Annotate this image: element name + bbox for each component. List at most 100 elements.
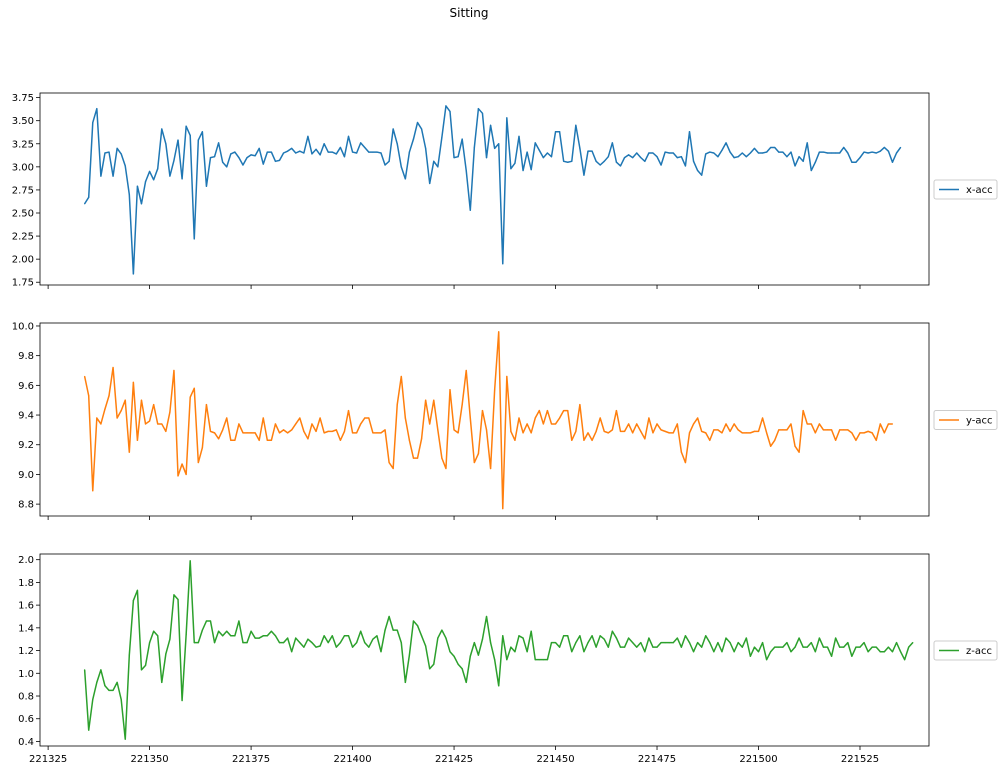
y-tick-label: 8.8 (18, 500, 34, 511)
data-point (425, 399, 427, 401)
data-point (396, 143, 398, 145)
data-point (213, 156, 216, 158)
data-point (737, 156, 739, 158)
data-point (640, 157, 642, 159)
data-point (688, 432, 691, 434)
data-point (514, 162, 516, 164)
data-point (518, 417, 520, 419)
data-point (571, 651, 573, 653)
data-point (351, 432, 354, 434)
data-point (400, 375, 402, 378)
data-point (420, 635, 423, 637)
data-point (810, 642, 812, 644)
data-point (713, 651, 715, 653)
data-point (883, 146, 885, 149)
data-point (534, 659, 536, 661)
data-point (209, 157, 212, 159)
data-point (628, 423, 630, 425)
data-point (331, 430, 333, 432)
data-point (822, 429, 825, 431)
data-point (835, 152, 837, 154)
data-point (449, 651, 451, 653)
data-point (161, 128, 163, 130)
data-point (676, 423, 678, 425)
data-point (96, 108, 98, 110)
data-point (185, 473, 187, 476)
data-point (563, 409, 565, 412)
data-point (307, 135, 309, 137)
data-point (559, 417, 561, 419)
y-tick-label: 1.0 (18, 669, 34, 680)
data-point (291, 147, 293, 149)
data-point (526, 651, 528, 653)
data-point (859, 432, 861, 434)
data-point (408, 439, 410, 441)
data-point (676, 637, 678, 639)
data-point (189, 396, 191, 398)
data-point (315, 148, 317, 150)
data-point (238, 157, 240, 159)
data-point (668, 432, 670, 434)
data-point (246, 432, 248, 434)
y-tick-label: 1.75 (12, 278, 34, 289)
data-point (193, 642, 195, 644)
data-point (733, 423, 735, 425)
data-point (745, 432, 747, 434)
data-point (786, 642, 788, 644)
data-point (721, 149, 723, 151)
data-point (701, 430, 703, 432)
data-point (173, 369, 175, 372)
data-point (546, 659, 549, 661)
data-point (814, 432, 816, 434)
data-point (615, 161, 618, 163)
data-point (84, 203, 86, 205)
data-point (441, 629, 443, 631)
data-point (181, 699, 183, 702)
data-point (757, 651, 760, 653)
data-point (684, 461, 687, 464)
data-point (108, 395, 110, 397)
data-point (465, 169, 467, 172)
data-point (749, 152, 751, 154)
data-point (165, 143, 167, 145)
data-point (278, 642, 281, 644)
data-point (579, 404, 581, 406)
data-point (384, 629, 386, 631)
data-point (481, 112, 484, 114)
data-point (636, 423, 638, 425)
series-line-z-acc (83, 560, 914, 740)
data-point (372, 638, 374, 640)
data-point (705, 153, 707, 155)
data-point (453, 655, 455, 657)
data-point (132, 599, 134, 602)
data-point (311, 642, 313, 644)
data-point (181, 463, 183, 465)
data-point (153, 179, 155, 181)
legend: z-acc (933, 640, 998, 661)
data-point (652, 152, 654, 154)
data-point (494, 659, 496, 661)
data-point (250, 630, 252, 632)
data-point (278, 432, 281, 434)
data-point (652, 646, 654, 648)
data-point (88, 729, 90, 731)
data-point (672, 642, 674, 644)
data-point (851, 432, 853, 434)
data-point (753, 646, 756, 648)
data-point (567, 161, 569, 163)
y-tick-label: 9.2 (18, 440, 34, 451)
data-point (420, 128, 423, 130)
data-point (335, 153, 337, 155)
series-line-x-acc (84, 105, 902, 275)
data-point (717, 156, 719, 158)
data-point (477, 453, 480, 455)
data-point (416, 624, 419, 627)
data-point (636, 152, 638, 154)
data-point (615, 637, 618, 639)
data-point (875, 439, 877, 441)
data-point (648, 637, 650, 639)
data-point (522, 637, 524, 639)
data-point (664, 430, 666, 432)
data-point (725, 142, 727, 144)
data-point (262, 417, 264, 419)
